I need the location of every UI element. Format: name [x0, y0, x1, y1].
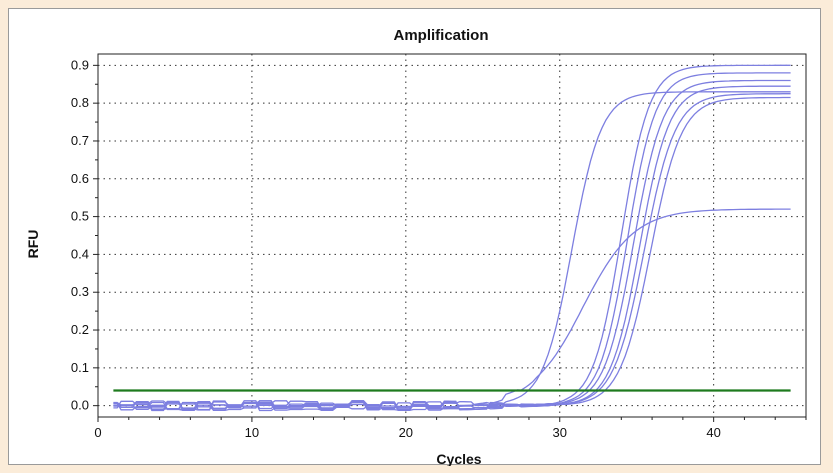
chart-panel: Amplification Cycles RFU 0.0 0.1 0.2 0.3 0.4…	[8, 8, 821, 466]
plot-border	[97, 53, 807, 418]
x-tick-label: 40	[706, 425, 720, 440]
y-tick-label: 0.5	[71, 209, 89, 224]
y-tick-label: 0.0	[71, 398, 89, 413]
y-axis-label: RFU	[25, 230, 41, 259]
series-line-2	[113, 64, 791, 411]
series-line-7	[113, 96, 791, 411]
y-tick-label: 0.2	[71, 322, 89, 337]
y-tick-label: 0.9	[71, 57, 89, 72]
y-tick-label: 0.3	[71, 284, 89, 299]
x-tick-label: 0	[94, 425, 101, 440]
series-line-3	[113, 72, 791, 411]
x-tick-label: 30	[553, 425, 567, 440]
series-line-8	[113, 208, 791, 412]
grid	[97, 54, 806, 417]
y-tick-label: 0.1	[71, 360, 89, 375]
series-line-1	[113, 91, 791, 412]
plot-frame	[97, 53, 807, 418]
y-tick-label: 0.7	[71, 133, 89, 148]
y-tick-label: 0.4	[71, 246, 89, 261]
chart-title: Amplification	[393, 27, 488, 44]
y-tick-label: 0.6	[71, 171, 89, 186]
series-line-4	[113, 79, 791, 412]
x-tick-label: 10	[245, 425, 259, 440]
x-tick-label: 20	[399, 425, 413, 440]
y-tick-label: 0.8	[71, 95, 89, 110]
data-series	[113, 64, 791, 412]
x-axis-label: Cycles	[436, 451, 481, 466]
axis-ticks: 0.0 0.1 0.2 0.3 0.4 0.5 0.6 0.7 0.8 0.9 0 10 20 30 40	[71, 57, 807, 440]
amplification-chart: Amplification Cycles RFU 0.0 0.1 0.2 0.3 0.4…	[25, 27, 807, 466]
series-line-5	[113, 85, 791, 411]
